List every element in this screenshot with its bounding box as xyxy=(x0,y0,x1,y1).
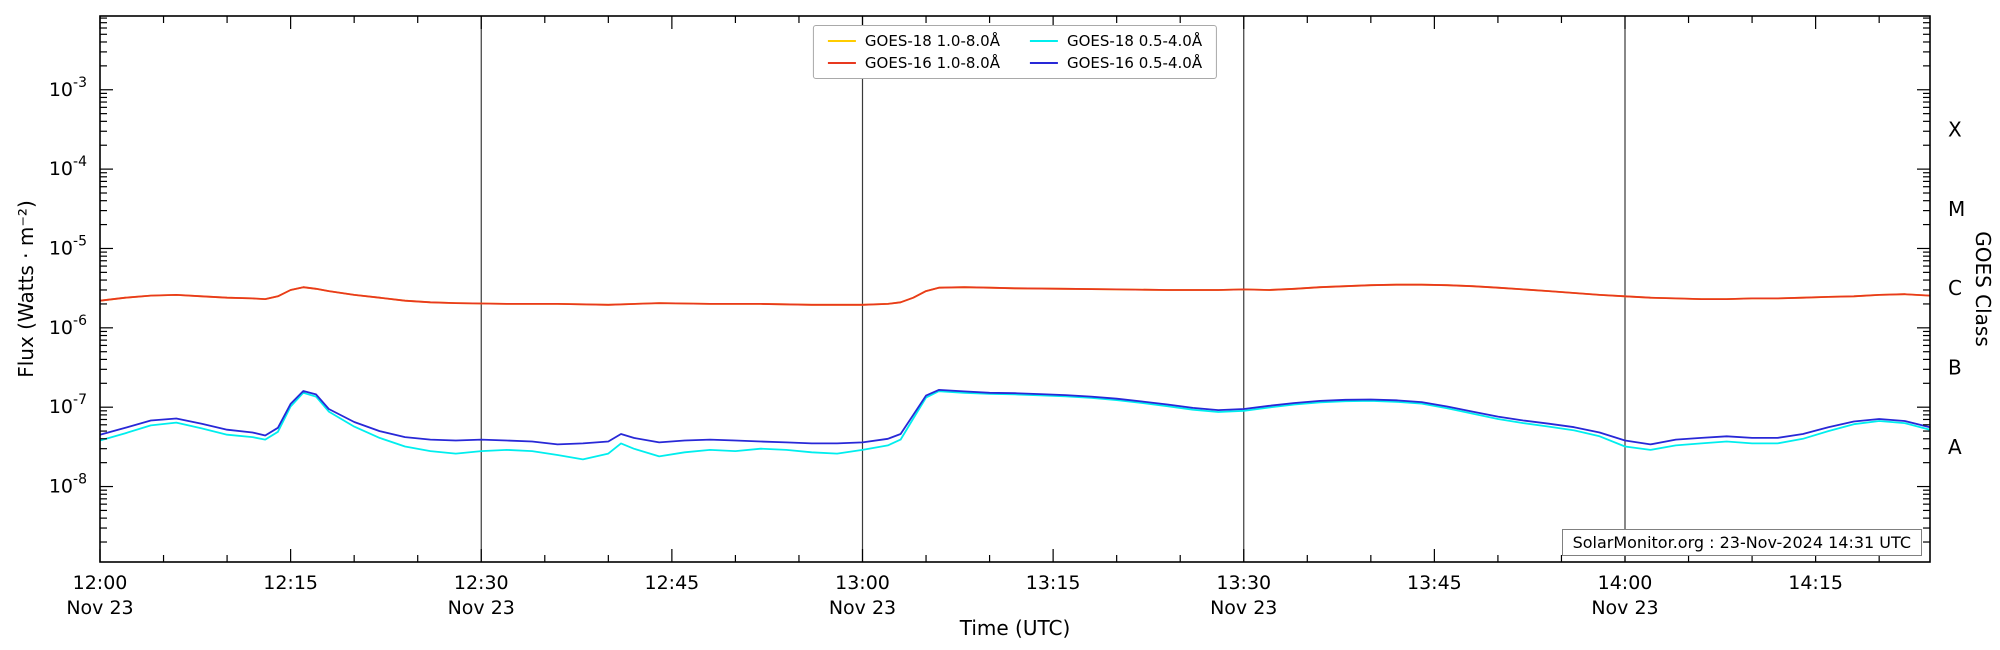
x-tick-label: 12:45 xyxy=(644,572,699,594)
x-tick-label: 13:30 xyxy=(1216,572,1271,594)
legend-item: GOES-16 0.5-4.0Å xyxy=(1030,54,1202,72)
x-tick-label: 14:00 xyxy=(1598,572,1653,594)
x-tick-label: 14:15 xyxy=(1788,572,1843,594)
x-tick-sublabel: Nov 23 xyxy=(1210,597,1277,619)
y-axis-label-flux: Flux (Watts · m⁻²) xyxy=(14,200,38,378)
series-line-goes-16-0-5-4-0- xyxy=(99,388,1931,446)
y-axis-label-goes-class: GOES Class xyxy=(1971,231,1995,347)
y-tick-label: 10-7 xyxy=(49,392,87,418)
legend-item-label: GOES-16 1.0-8.0Å xyxy=(864,54,1000,72)
goes-class-letter: C xyxy=(1948,276,1962,300)
watermark-label: SolarMonitor.org : 23-Nov-2024 14:31 UTC xyxy=(1561,529,1922,556)
goes-class-letter: X xyxy=(1948,117,1962,141)
x-tick-label: 13:45 xyxy=(1407,572,1462,594)
legend-item-label: GOES-18 1.0-8.0Å xyxy=(864,32,1000,50)
x-tick-sublabel: Nov 23 xyxy=(448,597,515,619)
x-axis-label-time: Time (UTC) xyxy=(959,616,1071,640)
legend: GOES-18 1.0-8.0Å GOES-16 1.0-8.0Å GOES-18 … xyxy=(812,25,1218,79)
legend-item: GOES-18 0.5-4.0Å xyxy=(1030,32,1202,50)
legend-item: GOES-18 1.0-8.0Å xyxy=(827,32,1000,50)
goes-class-letter: M xyxy=(1948,197,1965,221)
tick-marks xyxy=(99,16,1930,562)
series-line-goes-16-1-0-8-0- xyxy=(99,283,1931,306)
x-tick-label: 13:15 xyxy=(1026,572,1081,594)
y-tick-label: 10-6 xyxy=(49,313,87,339)
y-tick-label: 10-4 xyxy=(49,154,87,180)
x-tick-label: 13:00 xyxy=(835,572,890,594)
goes-class-letter: B xyxy=(1948,356,1962,380)
plot-area: 10-8 10-7 10-6 10-5 10-4 10-3 12:00 Nov 23 12:15… xyxy=(49,15,1965,619)
goes-class-letter: A xyxy=(1948,435,1962,459)
legend-line-swatch-icon xyxy=(1030,62,1058,64)
y-tick-label: 10-3 xyxy=(49,75,87,101)
legend-item-label: GOES-18 0.5-4.0Å xyxy=(1067,32,1203,50)
x-tick-label: 12:15 xyxy=(263,572,318,594)
legend-line-swatch-icon xyxy=(1030,40,1058,42)
y-tick-label: 10-8 xyxy=(49,472,87,498)
flux-chart: 10-8 10-7 10-6 10-5 10-4 10-3 12:00 Nov 23 12:15… xyxy=(49,15,1965,619)
x-tick-sublabel: Nov 23 xyxy=(66,597,133,619)
x-tick-label: 12:00 xyxy=(73,572,128,594)
x-tick-sublabel: Nov 23 xyxy=(829,597,896,619)
series-line-goes-18-0-5-4-0- xyxy=(99,390,1931,461)
x-tick-label: 12:30 xyxy=(454,572,509,594)
legend-item: GOES-16 1.0-8.0Å xyxy=(827,54,1000,72)
legend-line-swatch-icon xyxy=(827,62,856,64)
legend-line-swatch-icon xyxy=(827,40,856,42)
y-tick-label: 10-5 xyxy=(49,233,87,259)
x-tick-sublabel: Nov 23 xyxy=(1591,597,1658,619)
plot-frame xyxy=(99,15,1931,563)
legend-item-label: GOES-16 0.5-4.0Å xyxy=(1067,54,1203,72)
